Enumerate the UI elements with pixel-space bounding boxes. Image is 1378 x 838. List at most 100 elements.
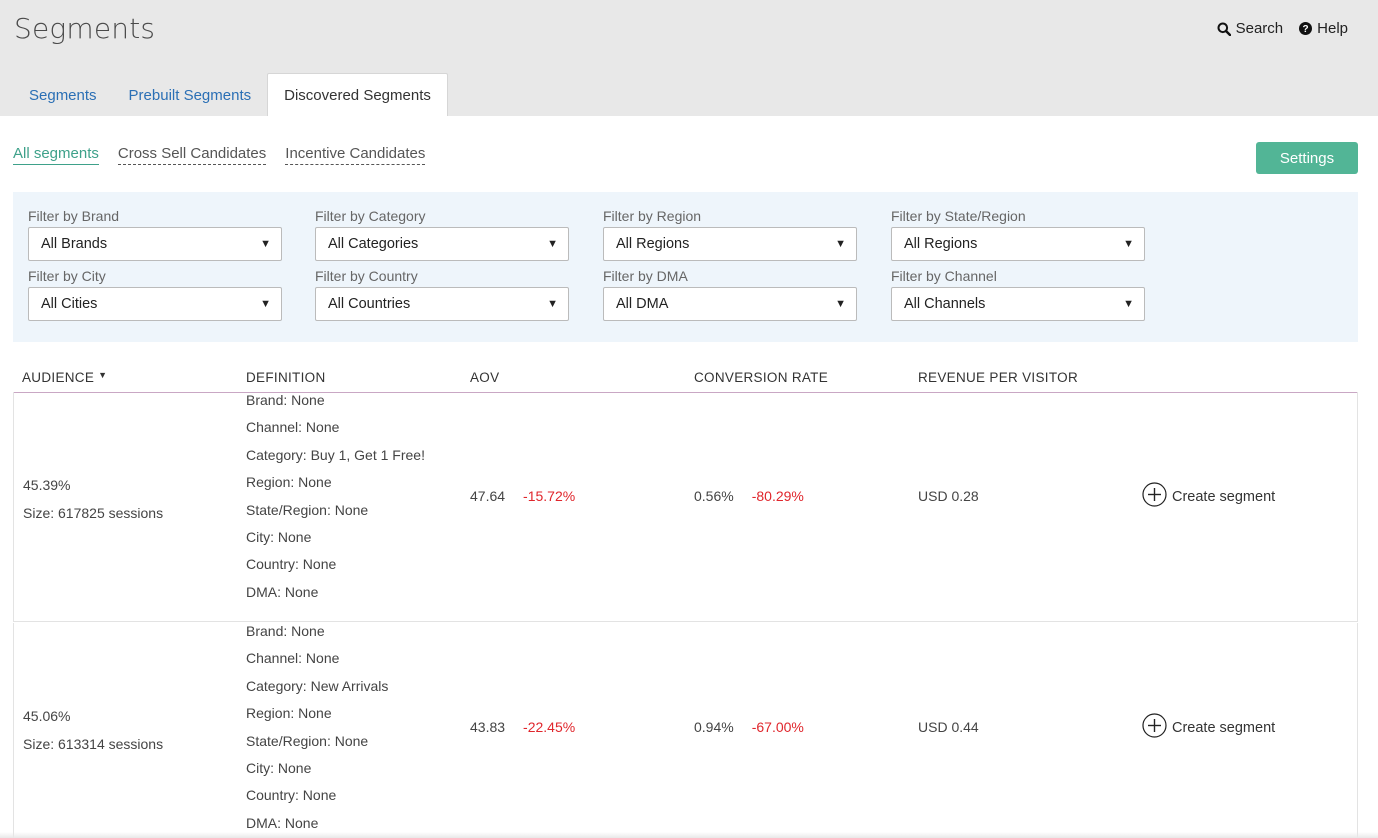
filter-channel: Filter by Channel All Channels ▼	[891, 267, 1145, 321]
table-row: 45.06% Size: 613314 sessions Brand: None…	[13, 623, 1358, 838]
filter-country-select[interactable]: All Countries ▼	[315, 287, 569, 321]
definition-line: State/Region: None	[246, 732, 369, 749]
settings-button[interactable]: Settings	[1256, 142, 1358, 174]
filter-state-region-value: All Regions	[904, 236, 978, 252]
definition-line: DMA: None	[246, 814, 319, 831]
definition-line: Category: Buy 1, Get 1 Free!	[246, 446, 425, 463]
tab-prebuilt-segments[interactable]: Prebuilt Segments	[128, 86, 252, 104]
filter-country-value: All Countries	[328, 296, 411, 312]
conversion-change: -67.00%	[751, 719, 804, 735]
caret-down-icon: ▼	[835, 298, 846, 310]
help-icon: ?	[1299, 22, 1313, 35]
conversion-change: -80.29%	[751, 488, 804, 504]
filter-category-label: Filter by Category	[315, 208, 426, 224]
rpv-value: USD 0.28	[918, 488, 979, 504]
filter-dma-select[interactable]: All DMA ▼	[603, 287, 857, 321]
filter-state-region: Filter by State/Region All Regions ▼	[891, 207, 1145, 261]
aov-cell: 47.64 -15.72%	[470, 488, 575, 504]
definition-line: Brand: None	[246, 392, 325, 408]
caret-down-icon: ▼	[547, 298, 558, 310]
tab-discovered-segments[interactable]: Discovered Segments	[267, 73, 448, 116]
definition-line: DMA: None	[246, 583, 319, 600]
caret-down-icon: ▼	[835, 238, 846, 250]
definition-line: Brand: None	[246, 623, 325, 639]
filter-brand-value: All Brands	[41, 236, 108, 252]
segment-subnav: All segments Cross Sell Candidates Incen…	[13, 145, 426, 165]
bottom-fade	[0, 832, 1378, 838]
filter-city-value: All Cities	[41, 296, 98, 312]
audience-size: Size: 613314 sessions	[23, 735, 164, 752]
table-header: AUDIENCE ▼ DEFINITION AOV CONVERSION RAT…	[13, 366, 1358, 393]
definition-line: Country: None	[246, 787, 337, 804]
filter-city-label: Filter by City	[28, 268, 106, 284]
aov-value: 43.83	[470, 719, 506, 735]
tab-bar: Segments Prebuilt Segments Discovered Se…	[0, 73, 1378, 116]
definition-line: City: None	[246, 529, 312, 546]
filter-channel-value: All Channels	[904, 296, 986, 312]
conversion-cell: 0.94% -67.00%	[694, 719, 804, 735]
audience-size: Size: 617825 sessions	[23, 504, 164, 521]
audience-cell: 45.06% Size: 613314 sessions	[23, 703, 163, 758]
filter-panel: Filter by Brand All Brands ▼ Filter by C…	[13, 192, 1358, 342]
filter-city-select[interactable]: All Cities ▼	[28, 287, 282, 321]
column-header-aov: AOV	[470, 370, 500, 385]
definition-line: Channel: None	[246, 650, 340, 667]
tab-segments[interactable]: Segments	[29, 86, 97, 104]
create-segment-button[interactable]: Create segment	[1142, 482, 1275, 511]
search-icon	[1217, 22, 1231, 36]
caret-down-icon: ▼	[1123, 238, 1134, 250]
subnav-cross-sell-candidates[interactable]: Cross Sell Candidates	[117, 145, 267, 165]
filter-region-label: Filter by Region	[603, 208, 702, 224]
caret-down-icon: ▼	[260, 298, 271, 310]
filter-country-label: Filter by Country	[315, 268, 418, 284]
filter-dma-value: All DMA	[616, 296, 669, 312]
filter-category-select[interactable]: All Categories ▼	[315, 227, 569, 261]
aov-change: -15.72%	[523, 488, 576, 504]
definition-line: Region: None	[246, 474, 332, 491]
filter-region: Filter by Region All Regions ▼	[603, 207, 857, 261]
subnav-incentive-candidates[interactable]: Incentive Candidates	[285, 145, 426, 165]
help-link[interactable]: ? Help	[1299, 20, 1348, 37]
filter-brand-select[interactable]: All Brands ▼	[28, 227, 282, 261]
definition-line: State/Region: None	[246, 501, 369, 518]
caret-down-icon: ▼	[260, 238, 271, 250]
definition-line: Category: New Arrivals	[246, 677, 389, 694]
plus-circle-icon	[1142, 482, 1167, 511]
column-header-conversion-rate: CONVERSION RATE	[694, 370, 829, 385]
filter-country: Filter by Country All Countries ▼	[315, 267, 569, 321]
search-link[interactable]: Search	[1217, 20, 1283, 37]
rpv-cell: USD 0.28	[918, 488, 979, 504]
create-segment-button[interactable]: Create segment	[1142, 713, 1275, 742]
sort-desc-icon: ▼	[98, 369, 108, 380]
subnav-all-segments[interactable]: All segments	[13, 145, 99, 165]
conversion-value: 0.94%	[694, 719, 734, 735]
filter-brand-label: Filter by Brand	[28, 208, 120, 224]
svg-text:?: ?	[1303, 24, 1309, 35]
column-header-audience-label: AUDIENCE	[22, 370, 95, 385]
definition-cell: Brand: None Channel: None Category: Buy …	[246, 387, 425, 606]
filter-state-region-select[interactable]: All Regions ▼	[891, 227, 1145, 261]
column-header-revenue-per-visitor: REVENUE PER VISITOR	[918, 370, 1078, 385]
audience-percent: 45.39%	[23, 477, 71, 493]
rpv-value: USD 0.44	[918, 719, 979, 735]
definition-line: Country: None	[246, 556, 337, 573]
table-row: 45.39% Size: 617825 sessions Brand: None…	[13, 392, 1358, 622]
aov-cell: 43.83 -22.45%	[470, 719, 575, 735]
filter-city: Filter by City All Cities ▼	[28, 267, 282, 321]
filter-channel-select[interactable]: All Channels ▼	[891, 287, 1145, 321]
main-content: All segments Cross Sell Candidates Incen…	[0, 116, 1378, 838]
filter-dma-label: Filter by DMA	[603, 268, 688, 284]
column-header-audience[interactable]: AUDIENCE ▼	[22, 369, 108, 386]
page-title: Segments	[14, 12, 156, 45]
conversion-cell: 0.56% -80.29%	[694, 488, 804, 504]
caret-down-icon: ▼	[547, 238, 558, 250]
caret-down-icon: ▼	[1123, 298, 1134, 310]
filter-brand: Filter by Brand All Brands ▼	[28, 207, 282, 261]
create-segment-label: Create segment	[1172, 488, 1276, 505]
audience-percent: 45.06%	[23, 708, 71, 724]
definition-line: City: None	[246, 760, 312, 777]
aov-change: -22.45%	[523, 719, 576, 735]
filter-region-select[interactable]: All Regions ▼	[603, 227, 857, 261]
aov-value: 47.64	[470, 488, 506, 504]
definition-line: Region: None	[246, 705, 332, 722]
